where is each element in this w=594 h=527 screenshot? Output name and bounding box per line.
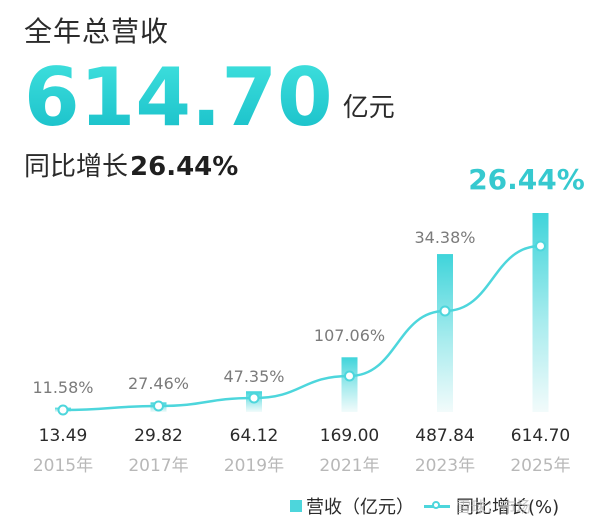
growth-label-0: 11.58%: [32, 378, 93, 397]
watermark: 雪球：市场: [456, 498, 532, 516]
revenue-label-4: 487.84: [415, 426, 474, 446]
yoy-growth: 同比增长 26.44%: [24, 146, 238, 183]
growth-point-5: [535, 240, 546, 252]
year-label-4: 2023年: [415, 456, 475, 476]
growth-label-3: 107.06%: [314, 326, 385, 345]
year-label-5: 2025年: [510, 456, 570, 476]
growth-point-1: [153, 400, 164, 412]
bar-3: [341, 357, 358, 412]
yoy-growth-value: 26.44%: [130, 152, 239, 182]
legend-item-revenue: 营收（亿元）: [290, 493, 414, 519]
legend-bar-label: 营收（亿元）: [306, 497, 414, 518]
legend-line-swatch: [424, 500, 450, 509]
revenue-label-1: 29.82: [134, 426, 183, 446]
bar-4: [437, 254, 453, 412]
growth-point-4: [439, 305, 451, 317]
year-label-0: 2015年: [33, 456, 93, 476]
total-revenue-unit: 亿元: [342, 93, 395, 123]
year-label-1: 2017年: [128, 456, 188, 476]
yoy-growth-label: 同比增长: [24, 152, 129, 182]
growth-label-4: 34.38%: [414, 228, 475, 247]
legend-line-label: 同比增长(%): [456, 497, 560, 518]
legend-item-growth: 同比增长(%): [424, 493, 559, 519]
growth-label-1: 27.46%: [128, 374, 189, 393]
revenue-label-5: 614.70: [511, 426, 570, 446]
growth-line-layer: [57, 240, 546, 416]
year-label-3: 2021年: [319, 456, 379, 476]
growth-point-2: [248, 392, 260, 404]
labels-layer: 11.58% 27.46% 47.35% 107.06% 34.38% 26.44% 13.…: [32, 163, 584, 476]
growth-label-5: 26.44%: [468, 163, 585, 196]
revenue-label-3: 169.00: [320, 426, 379, 446]
chart-title: 全年总营收: [24, 15, 170, 48]
legend-bar-swatch: [290, 500, 302, 512]
growth-point-3: [344, 370, 355, 382]
bar-5: [532, 213, 549, 412]
growth-label-2: 47.35%: [223, 367, 284, 386]
growth-point-0: [57, 404, 69, 416]
total-revenue: 614.70 亿元: [24, 48, 395, 138]
year-label-2: 2019年: [224, 456, 284, 476]
chart-legend: 营收（亿元） 同比增长(%): [290, 493, 559, 519]
total-revenue-value: 614.70: [24, 51, 333, 144]
revenue-label-0: 13.49: [39, 426, 88, 446]
revenue-label-2: 64.12: [230, 426, 279, 446]
